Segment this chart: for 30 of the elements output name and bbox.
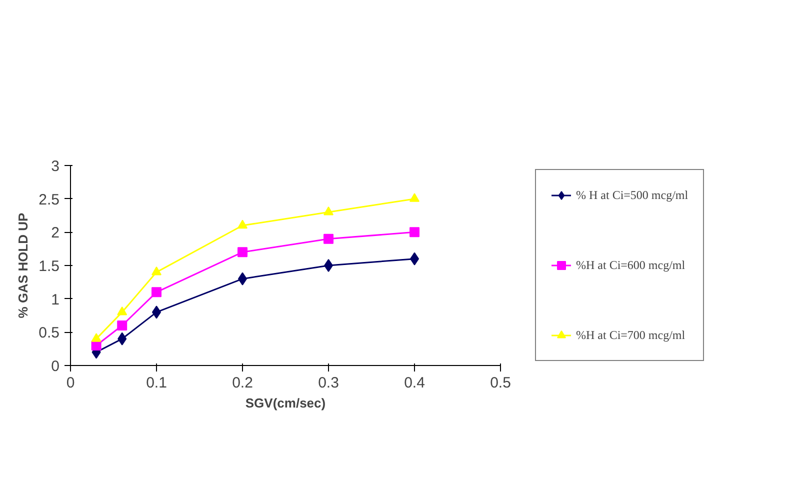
y-tick-label: 0 bbox=[51, 358, 60, 375]
x-tick-label: 0.3 bbox=[318, 374, 339, 392]
legend-label: %H at Ci=600 mcg/ml bbox=[576, 258, 686, 272]
y-tick-label: 2 bbox=[51, 224, 60, 242]
y-tick-label: 1.5 bbox=[38, 258, 60, 275]
legend-label: %H at Ci=700 mcg/ml bbox=[576, 328, 686, 342]
x-tick-label: 0 bbox=[66, 374, 75, 392]
x-tick-label: 0.4 bbox=[404, 374, 425, 392]
legend-label: % H at Ci=500 mcg/ml bbox=[576, 188, 688, 202]
y-tick-label: 2.5 bbox=[38, 191, 60, 208]
x-tick-label: 0.5 bbox=[490, 374, 511, 392]
x-axis-title: SGV(cm/sec) bbox=[245, 396, 326, 410]
x-tick-label: 0.1 bbox=[146, 374, 167, 392]
point bbox=[410, 227, 420, 238]
point bbox=[324, 206, 334, 216]
point bbox=[118, 332, 127, 346]
point bbox=[117, 320, 128, 330]
y-tick-label: 3 bbox=[51, 158, 60, 175]
point bbox=[238, 220, 248, 229]
point bbox=[410, 193, 420, 202]
y-tick-label: 0.5 bbox=[38, 324, 60, 342]
point bbox=[152, 266, 162, 276]
point bbox=[238, 247, 248, 258]
point bbox=[152, 287, 162, 298]
point bbox=[117, 306, 128, 316]
x-tick-label: 0.2 bbox=[232, 374, 253, 392]
point bbox=[324, 234, 334, 244]
y-axis-title: % GAS HOLD UP bbox=[16, 212, 31, 318]
point bbox=[91, 333, 102, 342]
y-tick-label: 1 bbox=[51, 291, 60, 308]
